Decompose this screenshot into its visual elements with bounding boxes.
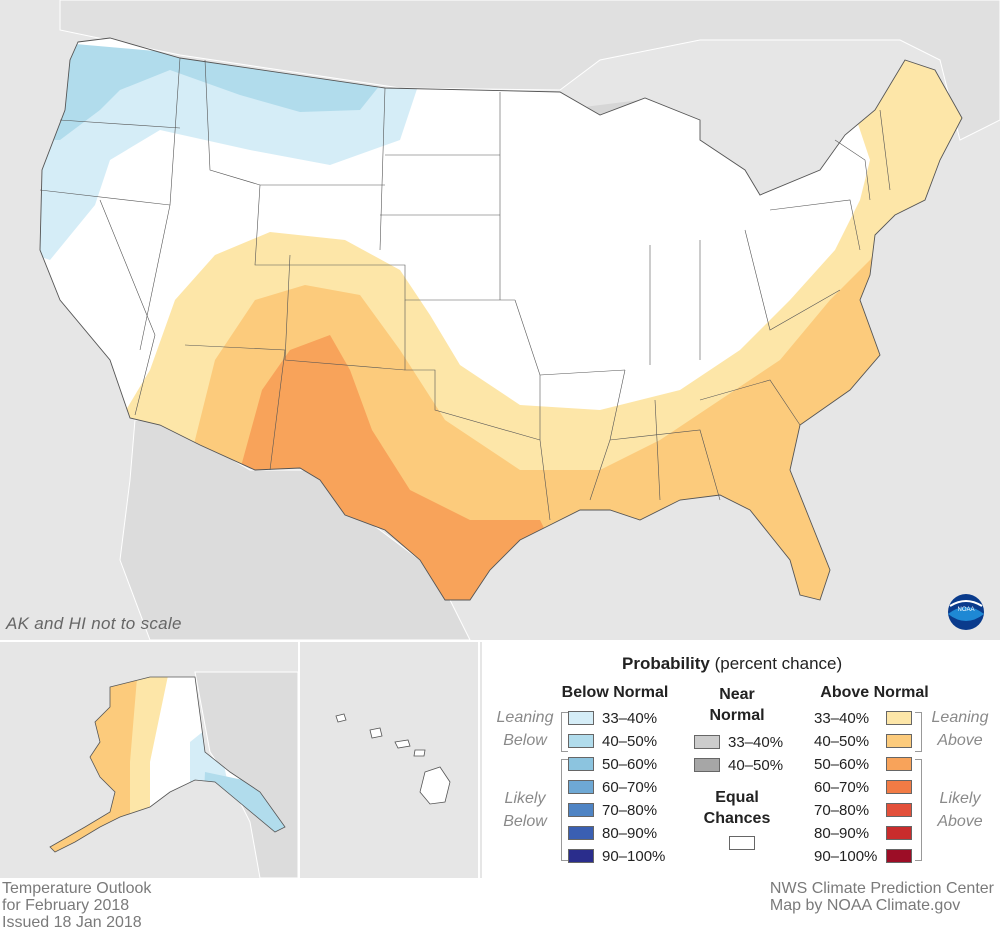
above-swatch [886,711,912,725]
credit-line1: NWS Climate Prediction Center [769,880,994,897]
above-swatch [886,780,912,794]
below-range-label: 50–60% [602,755,658,773]
near-heading-line2: Normal [709,707,765,724]
below-swatch [568,849,594,863]
below-legend-row: 50–60% [568,754,657,774]
alaska-map [0,642,298,878]
below-40-region [40,40,380,140]
credit-caption: NWS Climate Prediction Center Map by NOA… [770,880,994,914]
above-swatch [886,849,912,863]
above-swatch [886,757,912,771]
near-swatch [694,758,720,772]
leaning-below-label: Leaning Below [486,706,564,752]
noaa-logo-text: NOAA [957,607,974,613]
above-legend-row: 60–70% [814,777,912,797]
below-swatch [568,734,594,748]
above-legend-row: 80–90% [814,823,912,843]
near-swatch [694,735,720,749]
below-legend-row: 90–100% [568,846,665,866]
likely-above-line2: Above [937,813,983,830]
hawaii-map [300,642,478,878]
leaning-below-line1: Leaning [496,709,554,726]
below-range-label: 90–100% [602,847,666,865]
leaning-above-brace [915,712,922,752]
likely-above-brace [915,759,922,861]
leaning-above-line1: Leaning [931,709,989,726]
likely-below-brace [561,759,568,861]
near-range-label: 40–50% [728,756,784,774]
likely-above-line1: Likely [939,790,981,807]
likely-below-line1: Likely [504,790,546,807]
above-legend-row: 90–100% [814,846,912,866]
canada-land [59,0,1000,141]
above-range-label: 60–70% [814,778,870,796]
likely-above-label: Likely Above [920,787,1000,833]
below-swatch [568,826,594,840]
above-range-label: 80–90% [814,824,870,842]
below-range-label: 33–40% [602,709,658,727]
above-range-label: 33–40% [814,709,870,727]
below-legend-row: 40–50% [568,731,657,751]
legend-title: Probability (percent chance) [622,654,842,674]
near-legend-row: 40–50% [694,755,783,775]
alaska-inset [0,642,298,878]
above-range-label: 70–80% [814,801,870,819]
below-swatch [568,780,594,794]
above-legend-row: 33–40% [814,708,912,728]
below-range-label: 40–50% [602,732,658,750]
below-legend-row: 80–90% [568,823,657,843]
equal-chances-heading: Equal Chances [697,787,777,829]
state-borders [39,57,891,521]
equal-heading-line2: Chances [703,810,771,827]
below-swatch [568,757,594,771]
conus-outline [39,37,963,601]
below-swatch [568,711,594,725]
near-legend-row: 33–40% [694,732,783,752]
above-legend-row: 50–60% [814,754,912,774]
below-legend-row: 60–70% [568,777,657,797]
likely-below-line2: Below [503,813,547,830]
above-legend-row: 70–80% [814,800,912,820]
outlook-caption: Temperature Outlook for February 2018 Is… [2,880,151,931]
caption-line3: Issued 18 Jan 2018 [2,914,142,931]
caption-line2: for February 2018 [2,897,130,914]
scale-note: AK and HI not to scale [6,614,182,633]
above-swatch [886,826,912,840]
above-range-label: 40–50% [814,732,870,750]
above-range-label: 50–60% [814,755,870,773]
near-range-label: 33–40% [728,733,784,751]
legend-title-bold: Probability [622,654,710,673]
above-swatch [886,803,912,817]
near-heading-line1: Near [719,686,755,703]
above-range-label: 90–100% [814,847,878,865]
below-range-label: 60–70% [602,778,658,796]
equal-heading-line1: Equal [715,789,759,806]
caption-line1: Temperature Outlook [2,880,152,897]
leaning-above-line2: Above [937,732,983,749]
credit-line2: Map by NOAA Climate.gov [769,897,961,914]
legend-title-rest: (percent chance) [709,654,843,673]
likely-below-label: Likely Below [486,787,564,833]
below-range-label: 70–80% [602,801,658,819]
below-legend-row: 33–40% [568,708,657,728]
noaa-logo: NOAA [948,594,984,630]
below-range-label: 80–90% [602,824,658,842]
above-normal-heading: Above Normal [820,684,929,701]
below-normal-heading: Below Normal [561,684,669,701]
leaning-below-line2: Below [503,732,547,749]
above-legend-row: 40–50% [814,731,912,751]
legend: Probability (percent chance) Below Norma… [480,642,1000,878]
below-legend-row: 70–80% [568,800,657,820]
hawaii-inset [300,642,478,878]
equal-chances-swatch [729,836,755,850]
above-swatch [886,734,912,748]
below-swatch [568,803,594,817]
leaning-below-brace [561,712,568,752]
conus-map: NOAA [0,0,1000,640]
leaning-above-label: Leaning Above [920,706,1000,752]
near-normal-heading: Near Normal [697,684,777,726]
